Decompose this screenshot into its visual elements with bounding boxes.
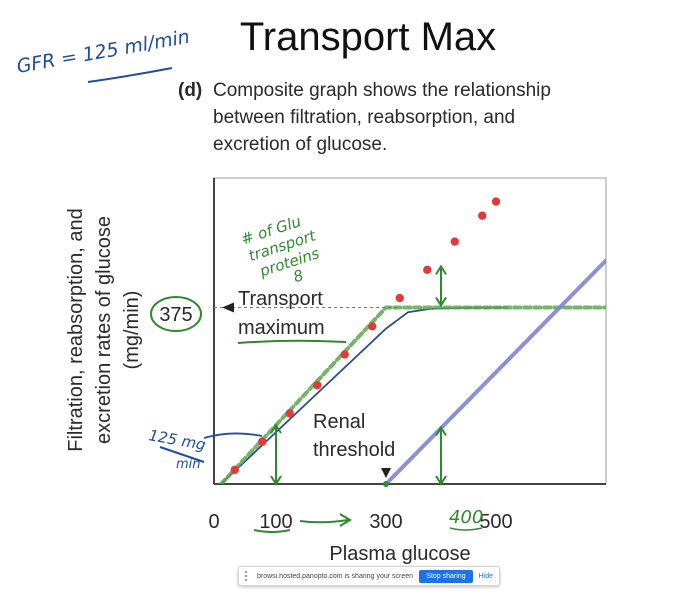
handwritten-125-rate: 125 mg min [147,426,263,472]
filtered-point [285,409,294,418]
transport-note-line-4: 8 [291,266,306,286]
rate-125-divider [159,446,205,463]
difference-arrows [270,264,447,487]
transport-maximum-underline [237,339,347,344]
threshold-dot [383,481,389,487]
filtered-point [395,293,404,303]
figure-caption: (d) Composite graph shows the relationsh… [178,80,551,155]
range-arrow-head [339,513,352,527]
tick-400-note: 400 [449,507,483,528]
rate-125-pointer [203,432,263,439]
excess-rate-arrow [435,264,447,308]
caption-line-1: Composite graph shows the relationship [213,80,551,101]
handwritten-range-arrow [253,513,352,533]
x-tick-labels: 0 100 300 500 [208,511,512,533]
rate-125-line-2: min [176,457,201,472]
transport-maximum-line-2: maximum [238,317,325,339]
x-tick-label: 0 [208,511,219,533]
x-tick-label: 500 [479,511,512,533]
filtered-point [533,153,541,161]
renal-threshold-label: Renal threshold [313,411,395,461]
transport-max-arrow [222,302,234,313]
caption-label: (d) [178,80,202,101]
filtered-point [519,169,527,177]
filtered-point [491,197,501,206]
screen-share-bar: browsi.hosted.panopto.com is sharing you… [238,566,500,586]
x-tick-label: 300 [369,511,402,533]
excretion-rate-arrow [435,425,447,486]
transport-maximum-line-1: Transport [238,288,323,310]
rate-125-line-1: 125 mg [147,426,207,454]
filtered-point [313,380,322,390]
caption-line-3: excretion of glucose. [213,134,387,155]
filtered-points [230,127,569,475]
stop-sharing-button[interactable]: Stop sharing [419,569,473,583]
handwritten-transport-note: # of Glu transport proteins 8 [239,212,322,286]
filtered-point [561,127,569,135]
filtered-point [258,437,267,446]
tick-400-underline [449,527,483,531]
x-axis-label: Plasma glucose [329,543,470,565]
filtered-point [478,211,487,220]
handwritten-gfr: GFR = 125 ml/min [15,26,191,83]
filtered-point [423,265,432,274]
drag-handle-icon[interactable] [245,571,251,581]
tick-100-underline [253,529,291,533]
renal-threshold-line-1: Renal [313,411,365,433]
renal-threshold-line-2: threshold [313,439,395,461]
gfr-underline [87,67,173,83]
range-arrow-shaft [299,519,349,524]
filtered-point [368,322,377,331]
excreted-line [384,258,606,484]
filtered-rate-arrow [270,423,282,486]
slide-title: Transport Max [240,15,496,59]
renal-threshold-marker [381,468,391,478]
value-375-circle [150,296,202,332]
hide-button[interactable]: Hide [478,572,493,580]
handwritten-400: 400 [449,507,483,531]
filtered-point [340,350,349,359]
y-axis-label: Filtration, reabsorption, and excretion r… [65,208,143,451]
filtered-point [450,237,459,246]
share-message: browsi.hosted.panopto.com is sharing you… [257,572,414,580]
y-axis-label-line: (mg/min) [121,291,143,370]
y-axis-label-line: excretion rates of glucose [93,216,115,444]
value-375-label: 375 [159,304,192,326]
transport-maximum-label: Transport maximum [237,288,347,344]
value-375-group: 375 [150,296,202,332]
y-axis-label-line: Filtration, reabsorption, and [65,208,87,451]
x-tick-label: 100 [259,511,292,533]
filtered-point [230,465,239,475]
caption-line-2: between filtration, reabsorption, and [213,107,515,128]
